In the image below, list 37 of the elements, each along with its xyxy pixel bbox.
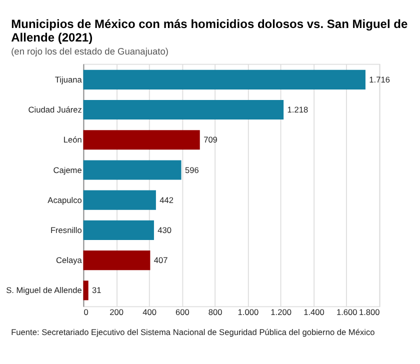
chart-title: Municipios de México con más homicidios dolosos vs. San Miguel de Allende (2021) [11, 16, 408, 45]
x-tick-label: 0 [84, 307, 89, 318]
data-label: 442 [160, 194, 174, 205]
data-label: 709 [204, 134, 218, 145]
x-tick-label: 1.000 [238, 307, 259, 318]
x-tick-label: 1.600 [336, 307, 358, 318]
x-tick-label: 400 [142, 307, 157, 318]
y-tick-label: Fresnillo [50, 224, 82, 235]
x-tick-label: 1.200 [270, 307, 292, 318]
bar [83, 280, 88, 300]
y-tick-label: Tijuana [54, 74, 82, 84]
bar [83, 160, 182, 180]
bar [83, 70, 366, 90]
data-label: 1.218 [287, 104, 308, 115]
x-tick-label: 600 [175, 307, 190, 318]
y-tick-label: Ciudad Juárez [28, 104, 82, 115]
source-note: Fuente: Secretariado Ejecutivo del Sistema Nacional de Seguridad Pública del gobierno de México [11, 326, 376, 337]
data-label: 430 [158, 224, 172, 235]
bar [83, 130, 200, 150]
y-tick-label: Acapulco [48, 194, 82, 205]
x-tick-label: 200 [110, 307, 124, 318]
chart-subtitle: (en rojo los del estado de Guanajuato) [11, 46, 168, 57]
bar [83, 250, 150, 270]
bar [83, 220, 154, 240]
x-tick-label: 1.800 [358, 307, 380, 318]
bar [83, 100, 284, 120]
x-tick-label: 800 [208, 307, 223, 318]
data-label: 596 [184, 164, 200, 175]
y-tick-label: Celaya [56, 255, 82, 266]
data-label: 1.716 [369, 74, 390, 84]
x-tick-label: 1.400 [304, 307, 325, 318]
bar [83, 190, 156, 210]
y-tick-label: León [63, 134, 82, 145]
y-tick-label: Cajeme [53, 164, 82, 175]
data-label: 407 [154, 255, 168, 266]
data-label: 31 [92, 285, 102, 296]
y-tick-label: S. Miguel de Allende [6, 285, 82, 296]
